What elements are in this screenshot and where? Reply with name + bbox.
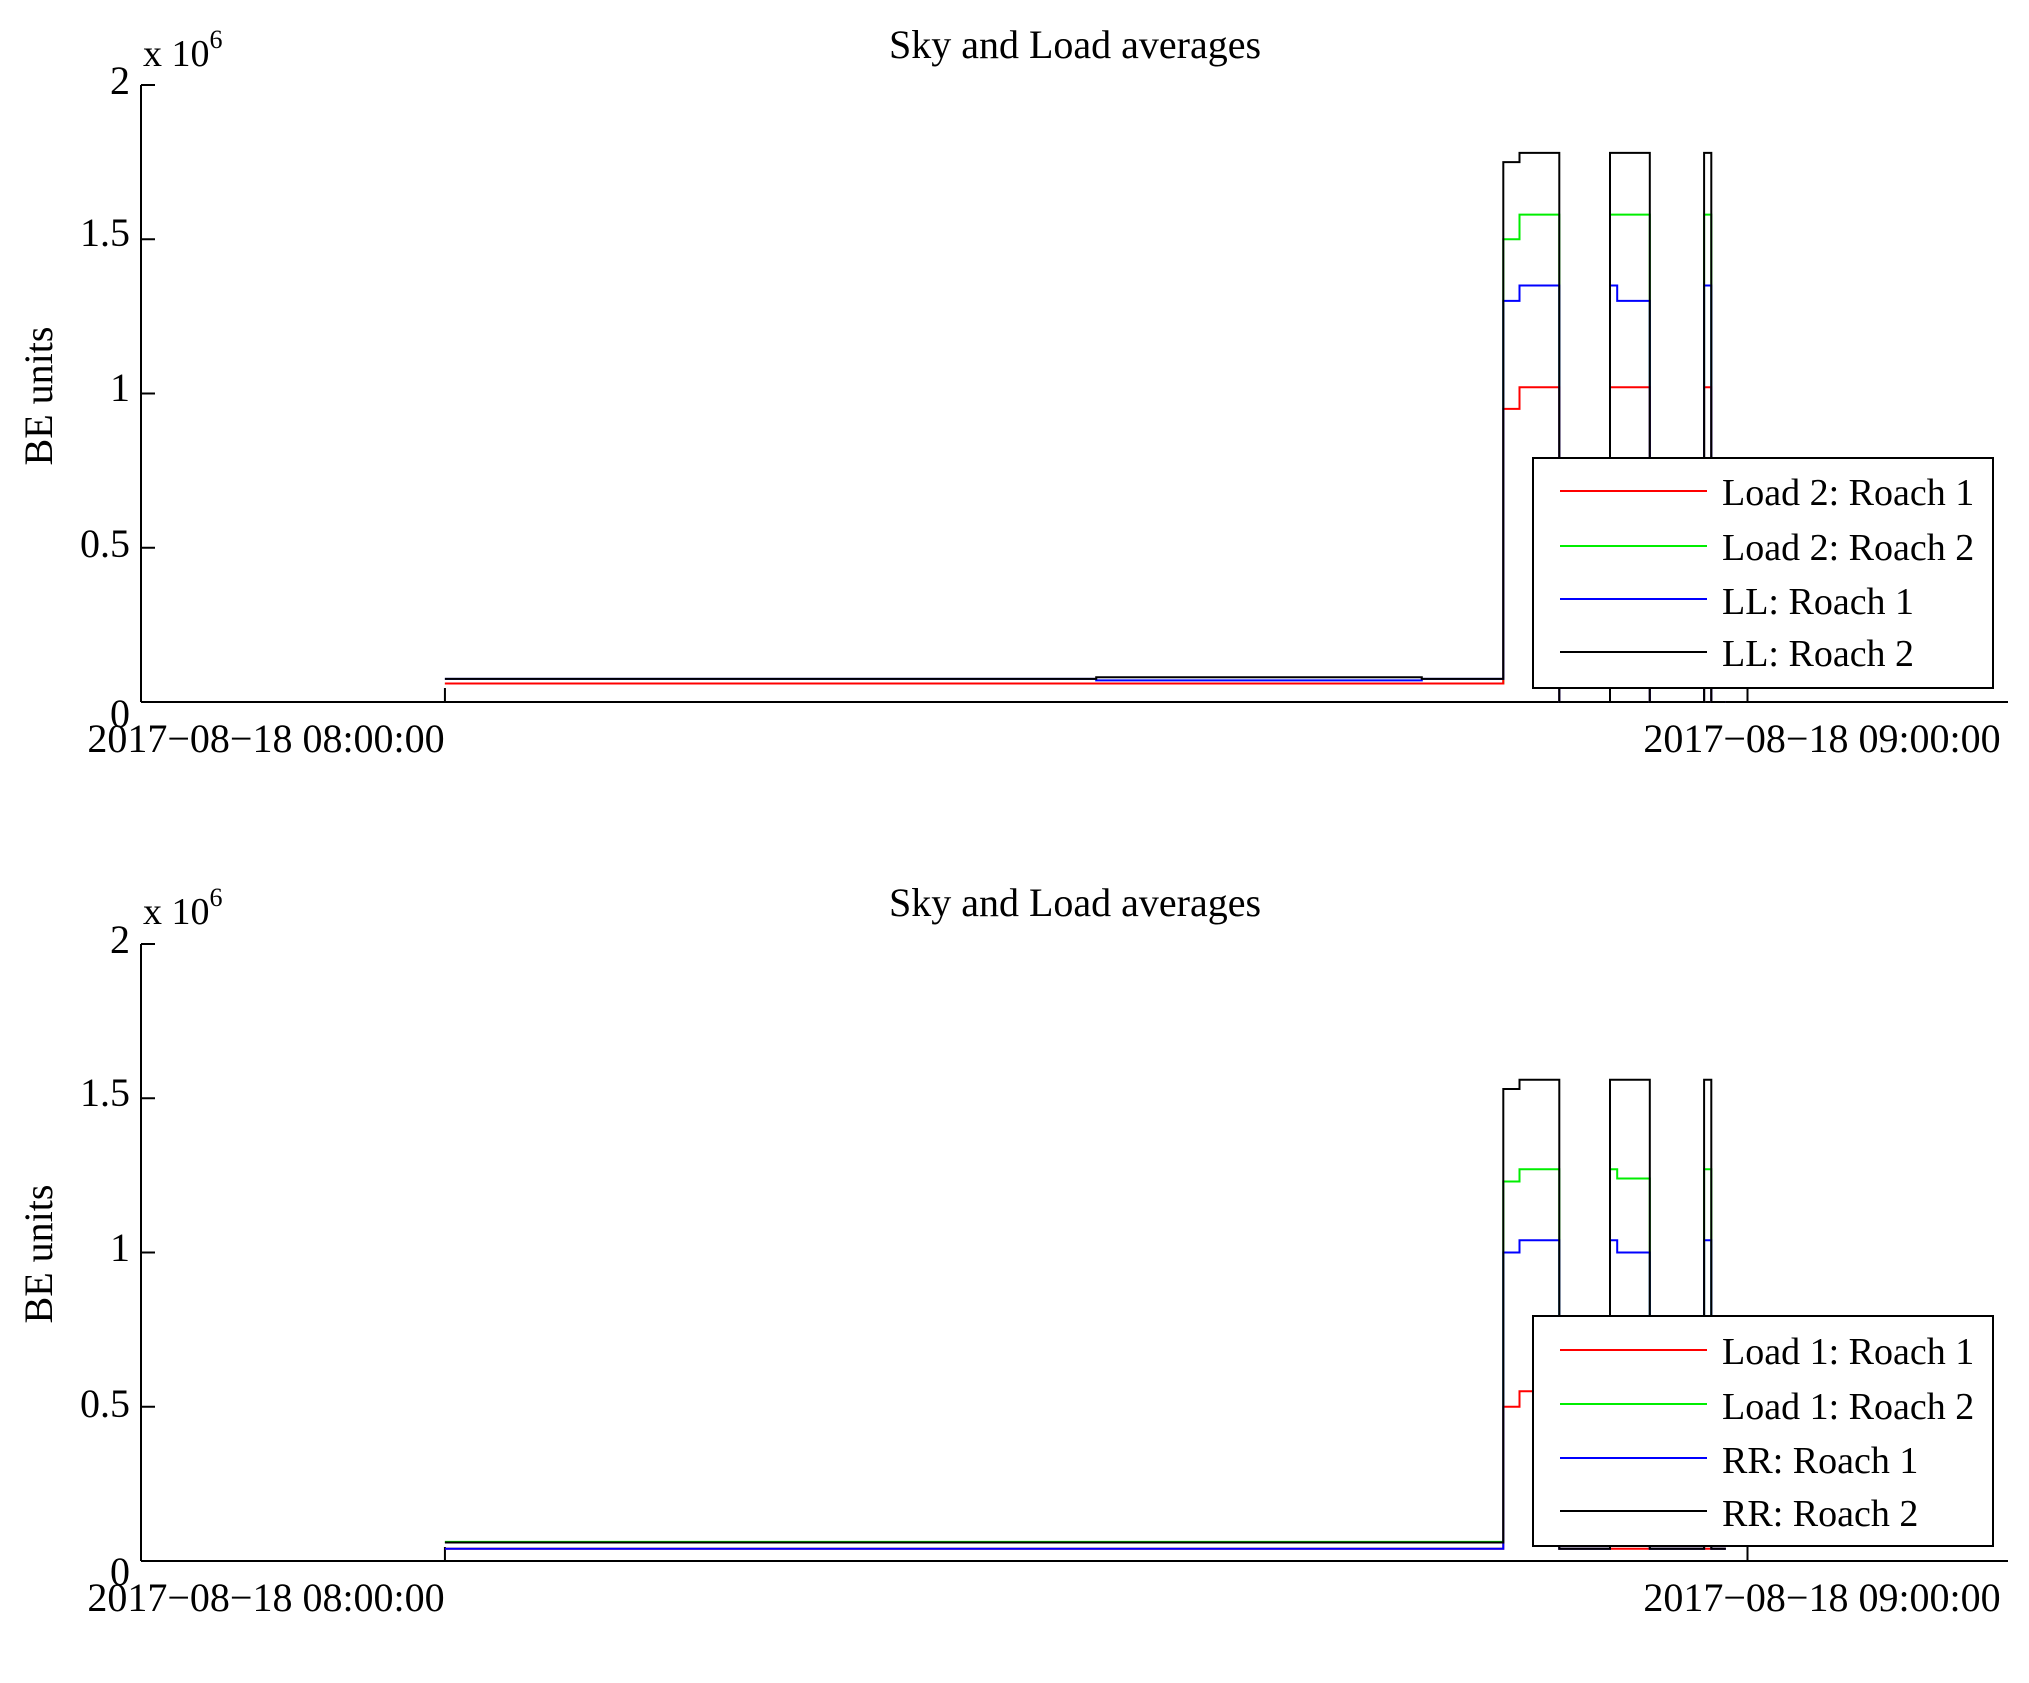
bottom-panel-axes (140, 943, 2008, 1562)
top-panel-y-tick-label: 1 (110, 365, 130, 410)
top-panel: Sky and Load averages BE units x 106 0 0… (16, 22, 2008, 761)
legend-entry: Load 2: Roach 2 (1722, 527, 1974, 569)
top-panel-y-tick-label: 1.5 (80, 210, 130, 255)
top-panel-x-tick-label: 2017−08−18 09:00:00 (1643, 716, 2000, 761)
bottom-panel-x-tick-label: 2017−08−18 09:00:00 (1643, 1575, 2000, 1620)
top-panel-y-tick-label: 0.5 (80, 521, 130, 566)
bottom-panel-exponent-power: 6 (210, 883, 223, 912)
bottom-panel: Sky and Load averages BE units x 106 0 0… (16, 880, 2008, 1620)
legend-entry: Load 1: Roach 2 (1722, 1386, 1974, 1428)
top-panel-y-ticks: 0 0.5 1 1.5 2 (80, 58, 130, 736)
bottom-panel-y-tick-label: 0.5 (80, 1381, 130, 1426)
top-panel-exponent: x 106 (143, 25, 223, 75)
legend-entry: LL: Roach 1 (1722, 581, 1914, 623)
bottom-panel-x-tick-label: 2017−08−18 08:00:00 (87, 1575, 444, 1620)
bottom-panel-exponent: x 106 (143, 883, 223, 933)
bottom-panel-legend: Load 1: Roach 1 Load 1: Roach 2 RR: Roac… (1532, 1315, 1994, 1547)
bottom-panel-title: Sky and Load averages (889, 880, 1261, 925)
top-panel-lines (444, 151, 1726, 703)
top-panel-legend-box (1532, 457, 1994, 689)
legend-entry: Load 2: Roach 1 (1722, 472, 1974, 514)
bottom-panel-ylabel: BE units (16, 1185, 61, 1324)
series-line-ll-roach-2 (444, 151, 1726, 703)
top-panel-y-tick-label: 2 (110, 58, 130, 103)
bottom-panel-y-tick-label: 1.5 (80, 1070, 130, 1115)
top-panel-x-tick-label: 2017−08−18 08:00:00 (87, 716, 444, 761)
legend-entry: LL: Roach 2 (1722, 633, 1914, 675)
top-panel-y-tick-label: 0 (110, 691, 130, 736)
legend-entry: RR: Roach 2 (1722, 1493, 1918, 1535)
bottom-panel-x-ticks: 2017−08−18 08:00:00 2017−08−18 09:00:00 (87, 1575, 2000, 1620)
bottom-panel-y-tick-label: 1 (110, 1225, 130, 1270)
bottom-panel-legend-box (1532, 1315, 1994, 1547)
top-panel-ylabel: BE units (16, 327, 61, 466)
top-panel-legend: Load 2: Roach 1 Load 2: Roach 2 LL: Roac… (1532, 457, 1994, 689)
top-panel-exponent-power: 6 (210, 25, 223, 54)
bottom-panel-y-tick-label: 0 (110, 1549, 130, 1594)
legend-entry: Load 1: Roach 1 (1722, 1331, 1974, 1373)
top-panel-exponent-base: x 10 (143, 33, 210, 75)
legend-entry: RR: Roach 1 (1722, 1440, 1918, 1482)
top-panel-x-ticks: 2017−08−18 08:00:00 2017−08−18 09:00:00 (87, 716, 2000, 761)
bottom-panel-exponent-base: x 10 (143, 891, 210, 933)
top-panel-title: Sky and Load averages (889, 22, 1261, 67)
bottom-panel-y-tick-label: 2 (110, 917, 130, 962)
bottom-panel-y-ticks: 0 0.5 1 1.5 2 (80, 917, 130, 1594)
